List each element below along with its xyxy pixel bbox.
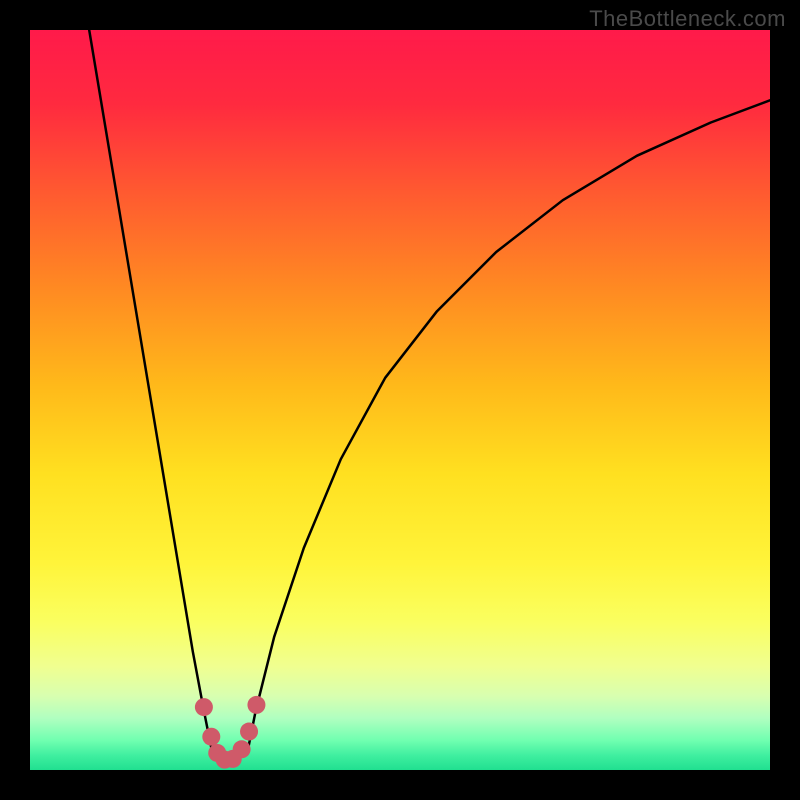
- valley-marker: [247, 696, 265, 714]
- watermark-text: TheBottleneck.com: [589, 6, 786, 32]
- valley-marker: [240, 723, 258, 741]
- chart-svg: [30, 30, 770, 770]
- gradient-background: [30, 30, 770, 770]
- valley-marker: [195, 698, 213, 716]
- chart-frame: [30, 30, 770, 770]
- valley-marker: [202, 728, 220, 746]
- valley-marker: [233, 740, 251, 758]
